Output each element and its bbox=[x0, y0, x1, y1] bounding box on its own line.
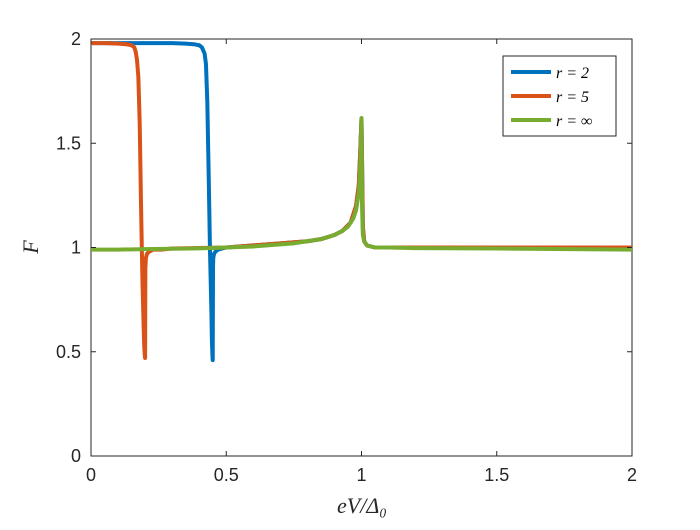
legend-label-3: r = ∞ bbox=[556, 113, 592, 130]
x-tick-label: 0.5 bbox=[214, 465, 239, 485]
x-tick-label: 1 bbox=[356, 465, 366, 485]
x-axis-label: eV/Δ₀ bbox=[337, 493, 387, 518]
y-tick-label: 1.5 bbox=[56, 133, 81, 153]
x-tick-label: 2 bbox=[627, 465, 637, 485]
y-tick-label: 0.5 bbox=[56, 342, 81, 362]
y-tick-label: 1 bbox=[71, 238, 81, 258]
legend-label-1: r = 2 bbox=[556, 65, 589, 82]
legend-items: r = 2 r = 5 r = ∞ bbox=[511, 65, 592, 130]
y-tick-label: 0 bbox=[71, 446, 81, 466]
series-line-3 bbox=[91, 116, 633, 252]
x-tick-label: 1.5 bbox=[484, 465, 509, 485]
x-axis-ticks: 0 0.5 1 1.5 2 bbox=[86, 39, 637, 485]
series-layer bbox=[91, 41, 633, 363]
x-tick-label: 0 bbox=[86, 465, 96, 485]
legend-label-2: r = 5 bbox=[556, 89, 589, 106]
y-axis-ticks: 0 0.5 1 1.5 2 bbox=[56, 29, 632, 466]
legend: r = 2 r = 5 r = ∞ bbox=[502, 55, 617, 137]
y-tick-label: 2 bbox=[71, 29, 81, 49]
y-axis-label: F bbox=[18, 240, 43, 255]
